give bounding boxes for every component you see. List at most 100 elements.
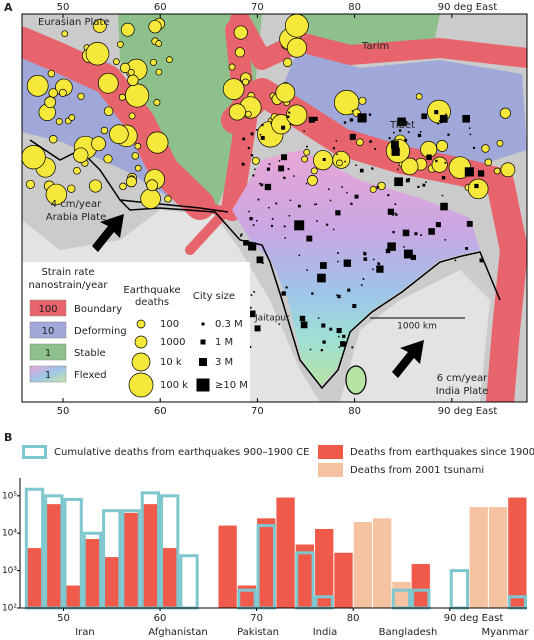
city-square <box>320 349 324 352</box>
city-square <box>397 168 399 171</box>
bar <box>411 564 430 608</box>
city-square <box>425 181 427 183</box>
map-tick-label: 70 <box>251 2 264 13</box>
quake-dot <box>26 74 49 97</box>
city-square <box>257 198 260 201</box>
quake-dot <box>332 150 351 169</box>
city-square <box>322 158 326 162</box>
quake-dot <box>307 174 318 186</box>
city-square <box>313 116 318 121</box>
legend-label: 100 k <box>160 380 188 391</box>
map-legend: 100 Boundary 10 Deforming 1 Stable 1 Flexed 100 1… <box>29 299 248 398</box>
city-square <box>405 178 410 183</box>
city-square <box>355 164 357 166</box>
quake-dot <box>88 179 103 193</box>
city-square <box>359 168 364 173</box>
legend-value: 10 <box>42 326 55 337</box>
quake-dot <box>436 139 449 152</box>
city-square <box>299 315 306 322</box>
quake-dot <box>91 136 106 152</box>
map-markers <box>22 14 516 352</box>
city-square <box>322 340 326 344</box>
y-tick-label: 10⁴ <box>2 529 17 539</box>
country-label: India <box>313 627 338 638</box>
legend-value: 1 <box>45 370 51 381</box>
country-label: Pakistan <box>237 627 279 638</box>
legend-label: Deaths from 2001 tsunami <box>350 465 484 476</box>
city-square <box>281 154 288 161</box>
quake-dot <box>146 179 158 192</box>
city-square <box>385 248 391 254</box>
quake-dot <box>401 157 419 176</box>
quake-dot <box>496 139 504 147</box>
bar <box>102 557 121 608</box>
city-square <box>254 325 261 332</box>
city-square <box>435 222 441 228</box>
bar <box>44 504 63 608</box>
legend-square <box>200 339 206 345</box>
city-square <box>248 210 250 213</box>
city-square <box>250 294 253 296</box>
bar <box>63 585 83 608</box>
city-square <box>343 121 347 124</box>
legend-label: 3 M <box>215 357 233 368</box>
city-square <box>393 131 395 134</box>
city-square <box>260 135 265 140</box>
quake-dot <box>283 57 293 68</box>
bar <box>160 548 179 608</box>
city-square <box>406 256 408 259</box>
map-tick-label: 70 <box>251 406 264 417</box>
city-square <box>266 167 271 171</box>
city-square <box>254 168 256 171</box>
city-square <box>344 160 346 163</box>
city-square <box>306 235 313 242</box>
city-square <box>249 345 252 348</box>
city-square <box>392 214 394 217</box>
quake-dot <box>369 185 377 193</box>
map-tick-label: 60 <box>154 2 167 13</box>
legend-title: Earthquake <box>123 285 180 296</box>
quake-dot <box>228 103 246 121</box>
quake-dot <box>287 37 307 58</box>
city-square <box>438 120 441 122</box>
quake-dot <box>77 92 85 100</box>
quake-dot <box>484 158 493 167</box>
map-tick-label: 90 deg East <box>438 406 498 417</box>
city-square <box>420 234 422 236</box>
city-square <box>441 176 446 180</box>
city-square <box>335 140 338 142</box>
city-square <box>336 153 338 156</box>
legend-swatch <box>318 445 343 459</box>
quake-dot <box>148 20 162 34</box>
city-square <box>338 346 341 349</box>
sri-lanka <box>345 365 367 395</box>
quake-dot <box>222 78 245 100</box>
city-square <box>376 185 380 189</box>
quake-dot <box>120 22 135 37</box>
quake-dot <box>118 93 126 101</box>
city-square <box>259 133 262 136</box>
quake-dot <box>131 152 139 160</box>
bar <box>469 507 488 608</box>
map-label: 4 cm/year <box>51 199 102 210</box>
map-label: 1000 km <box>397 322 437 332</box>
y-tick-label: 10² <box>2 604 17 614</box>
city-square <box>306 145 308 148</box>
legend-label: 1 M <box>215 337 233 348</box>
bay-of-bengal <box>340 270 490 402</box>
legend-swatch <box>29 321 67 339</box>
city-square <box>316 220 318 222</box>
city-square <box>468 119 470 121</box>
quake-dot <box>73 147 89 163</box>
city-square <box>309 348 312 351</box>
x-tick-label: 90 deg East <box>444 613 504 624</box>
quake-dot <box>140 188 161 209</box>
map-label: Eurasian Plate <box>38 17 110 28</box>
legend-label: Deforming <box>74 326 127 337</box>
city-square <box>350 202 353 205</box>
city-square <box>368 113 372 116</box>
city-square <box>371 167 374 170</box>
city-square <box>253 291 255 293</box>
city-square <box>337 294 341 299</box>
map-label: Tarim <box>361 41 389 52</box>
